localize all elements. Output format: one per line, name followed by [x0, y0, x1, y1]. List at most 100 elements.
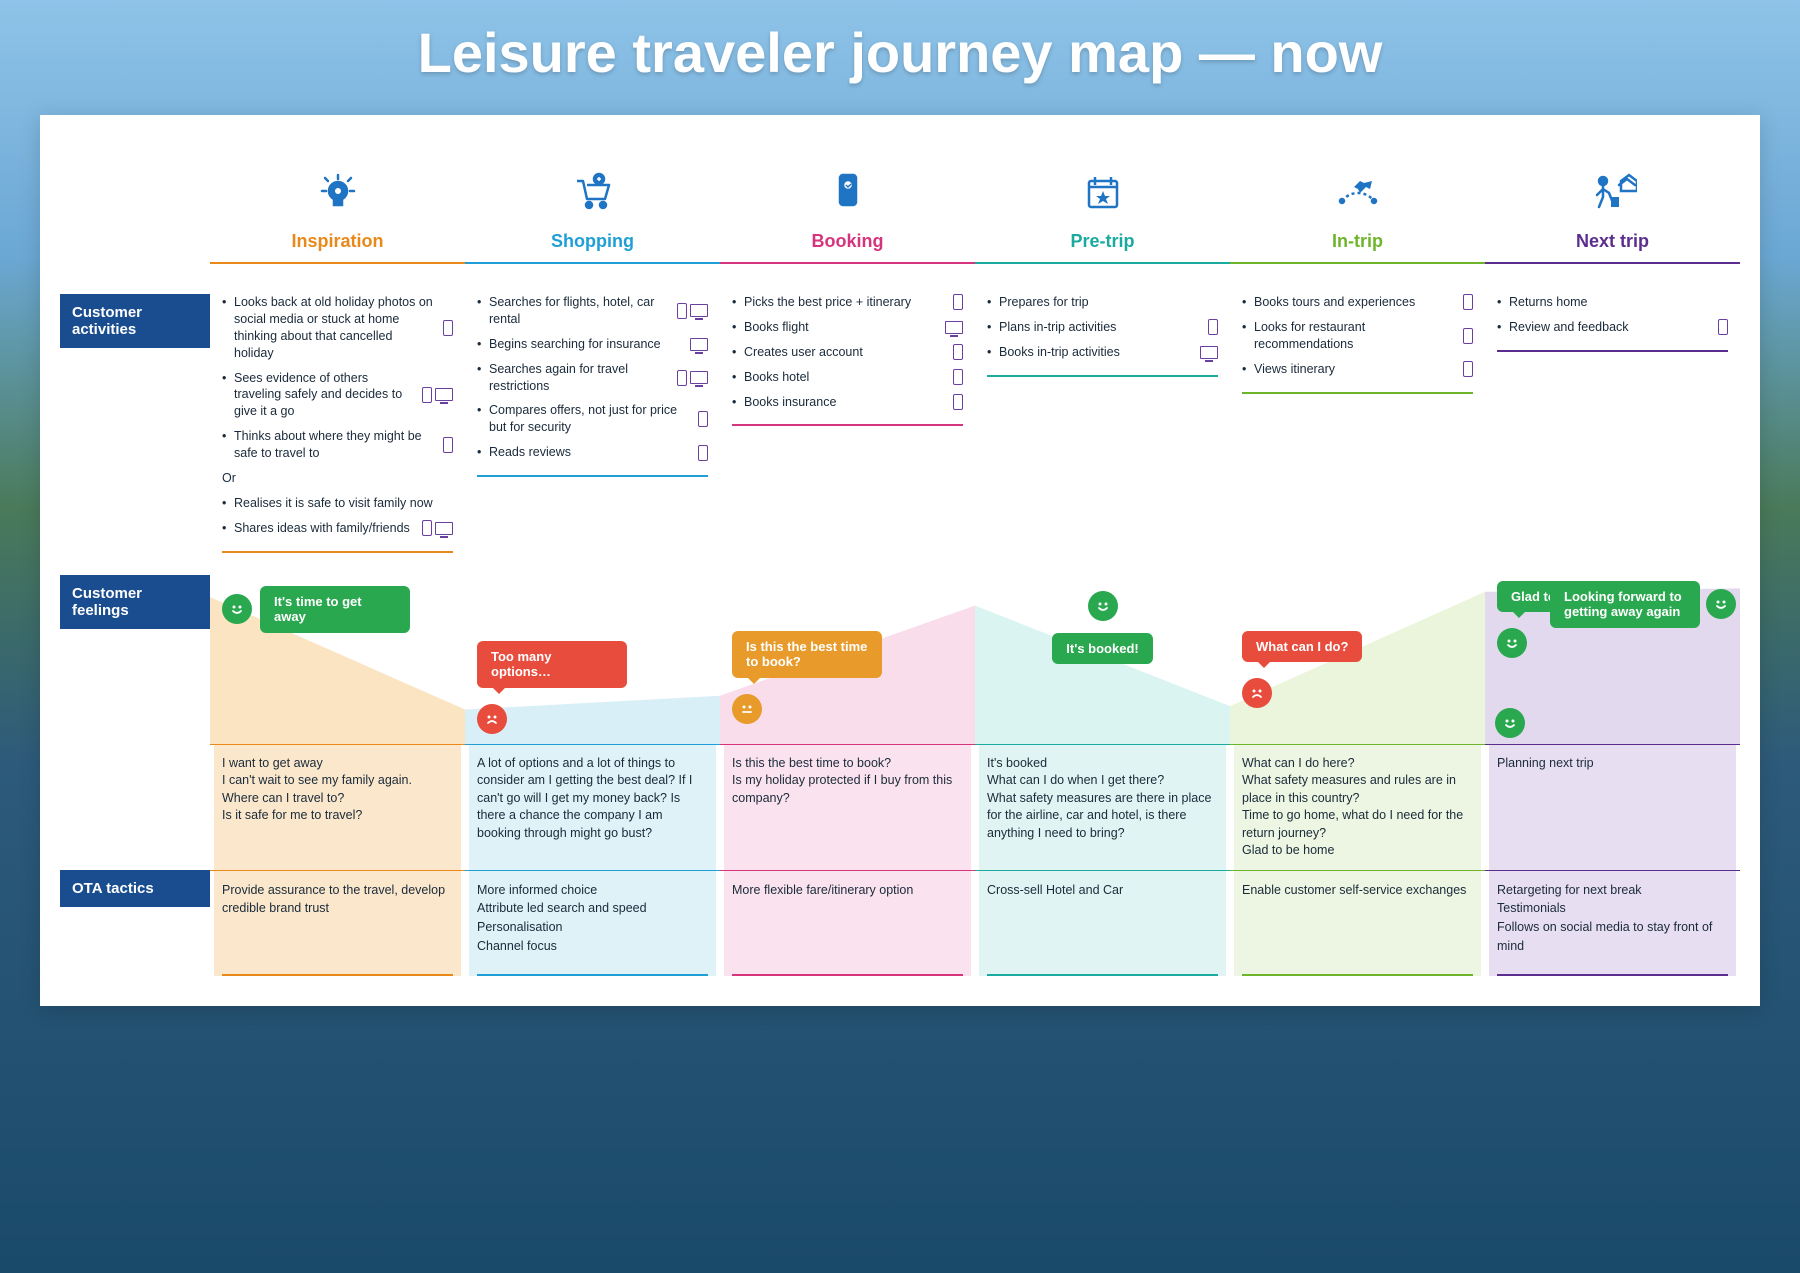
thoughts-shopping: A lot of options and a lot of things to … [465, 744, 720, 870]
stage-name: Inspiration [210, 231, 465, 258]
phone-device-icon [953, 294, 963, 310]
phone-device-icon [443, 437, 453, 453]
phone-device-icon [953, 344, 963, 360]
tactics-row: OTA tactics Provide assurance to the tra… [60, 870, 1740, 966]
face-icon [1706, 589, 1736, 619]
stage-name: Shopping [465, 231, 720, 258]
thoughts-row: I want to get awayI can't wait to see my… [60, 744, 1740, 870]
phone-check-icon [720, 165, 975, 221]
stage-header-pretrip: Pre-trip [975, 145, 1230, 286]
feeling-bubble: Is this the best time to book? [732, 631, 882, 678]
stage-name: Next trip [1485, 231, 1740, 258]
feeling-bubble: What can I do? [1242, 631, 1362, 663]
feeling-pretrip: It's booked! [975, 571, 1230, 744]
desktop-device-icon [690, 371, 708, 384]
lightbulb-icon [210, 165, 465, 221]
desktop-device-icon [690, 304, 708, 317]
activities-intrip: Books tours and experiencesLooks for res… [1230, 290, 1485, 563]
feeling-bubble: It's time to get away [260, 586, 410, 633]
phone-device-icon [1208, 319, 1218, 335]
activity-item: Searches for flights, hotel, car rental [477, 290, 708, 332]
activity-item: Compares offers, not just for price but … [477, 398, 708, 440]
activity-item: Books hotel [732, 365, 963, 390]
activities-shopping: Searches for flights, hotel, car rentalB… [465, 290, 720, 563]
activity-item: Or [222, 466, 453, 491]
feeling-booking: Is this the best time to book? [720, 571, 975, 744]
activity-item: Books flight [732, 315, 963, 340]
tactics-nexttrip: Retargeting for next breakTestimonialsFo… [1485, 870, 1740, 966]
activities-nexttrip: Returns homeReview and feedback [1485, 290, 1740, 563]
feeling-intrip: What can I do? [1230, 571, 1485, 744]
thoughts-booking: Is this the best time to book?Is my holi… [720, 744, 975, 870]
activity-item: Looks for restaurant recommendations [1242, 315, 1473, 357]
phone-device-icon [1463, 328, 1473, 344]
stage-name: In-trip [1230, 231, 1485, 258]
desktop-device-icon [1200, 346, 1218, 359]
thoughts-inspiration: I want to get awayI can't wait to see my… [210, 744, 465, 870]
activity-item: Review and feedback [1497, 315, 1728, 340]
activities-inspiration: Looks back at old holiday photos on soci… [210, 290, 465, 563]
phone-device-icon [677, 303, 687, 319]
activity-item: Returns home [1497, 290, 1728, 315]
face-icon [477, 704, 507, 734]
phone-device-icon [698, 445, 708, 461]
desktop-device-icon [435, 522, 453, 535]
stage-name: Pre-trip [975, 231, 1230, 258]
activities-pretrip: Prepares for tripPlans in-trip activitie… [975, 290, 1230, 563]
face-icon [222, 594, 252, 624]
stage-header-shopping: Shopping [465, 145, 720, 286]
phone-device-icon [422, 387, 432, 403]
tactics-shopping: More informed choiceAttribute led search… [465, 870, 720, 966]
phone-device-icon [443, 320, 453, 336]
activity-item: Realises it is safe to visit family now [222, 491, 453, 516]
stage-headers-row: Inspiration Shopping [60, 145, 1740, 286]
activity-item: Picks the best price + itinerary [732, 290, 963, 315]
activity-item: Books tours and experiences [1242, 290, 1473, 315]
row-label-activities: Customer activities [60, 294, 210, 348]
activities-row: Customer activities Looks back at old ho… [60, 290, 1740, 563]
stage-header-inspiration: Inspiration [210, 145, 465, 286]
activity-item: Shares ideas with family/friends [222, 516, 453, 541]
activity-item: Creates user account [732, 340, 963, 365]
stage-header-booking: Booking [720, 145, 975, 286]
phone-device-icon [953, 369, 963, 385]
feeling-inspiration: It's time to get away [210, 571, 465, 744]
desktop-device-icon [435, 388, 453, 401]
face-icon [1497, 628, 1527, 658]
stage-name: Booking [720, 231, 975, 258]
phone-device-icon [422, 520, 432, 536]
tactics-booking: More flexible fare/itinerary option [720, 870, 975, 966]
thoughts-nexttrip: Planning next trip [1485, 744, 1740, 870]
cart-icon [465, 165, 720, 221]
page-title: Leisure traveler journey map — now [40, 20, 1760, 85]
phone-device-icon [953, 394, 963, 410]
tactics-intrip: Enable customer self-service exchanges [1230, 870, 1485, 966]
feeling-bubble: Looking forward to getting away again [1550, 581, 1700, 628]
activity-item: Begins searching for insurance [477, 332, 708, 357]
row-label-tactics: OTA tactics [60, 870, 210, 907]
stage-header-intrip: In-trip [1230, 145, 1485, 286]
face-icon [1088, 591, 1118, 621]
activity-item: Views itinerary [1242, 357, 1473, 382]
traveler-home-icon [1485, 165, 1740, 221]
feelings-row: Customer feelings It's time to get away … [60, 571, 1740, 744]
activity-item: Looks back at old holiday photos on soci… [222, 290, 453, 366]
activity-item: Plans in-trip activities [987, 315, 1218, 340]
face-icon [732, 694, 762, 724]
desktop-device-icon [945, 321, 963, 334]
activities-booking: Picks the best price + itineraryBooks fl… [720, 290, 975, 563]
journey-map-card: Inspiration Shopping [40, 115, 1760, 1006]
face-icon [1242, 678, 1272, 708]
tactics-inspiration: Provide assurance to the travel, develop… [210, 870, 465, 966]
phone-device-icon [1463, 361, 1473, 377]
feeling-bubble: It's booked! [1052, 633, 1152, 665]
feeling-nexttrip: Glad to be home.Looking forward to getti… [1485, 571, 1740, 744]
activity-item: Sees evidence of others traveling safely… [222, 366, 453, 425]
activity-item: Books insurance [732, 390, 963, 415]
face-icon [1495, 708, 1525, 738]
activity-item: Searches again for travel restrictions [477, 357, 708, 399]
lower-section: I want to get awayI can't wait to see my… [60, 744, 1740, 976]
tactics-pretrip: Cross-sell Hotel and Car [975, 870, 1230, 966]
thoughts-pretrip: It's bookedWhat can I do when I get ther… [975, 744, 1230, 870]
thoughts-intrip: What can I do here?What safety measures … [1230, 744, 1485, 870]
